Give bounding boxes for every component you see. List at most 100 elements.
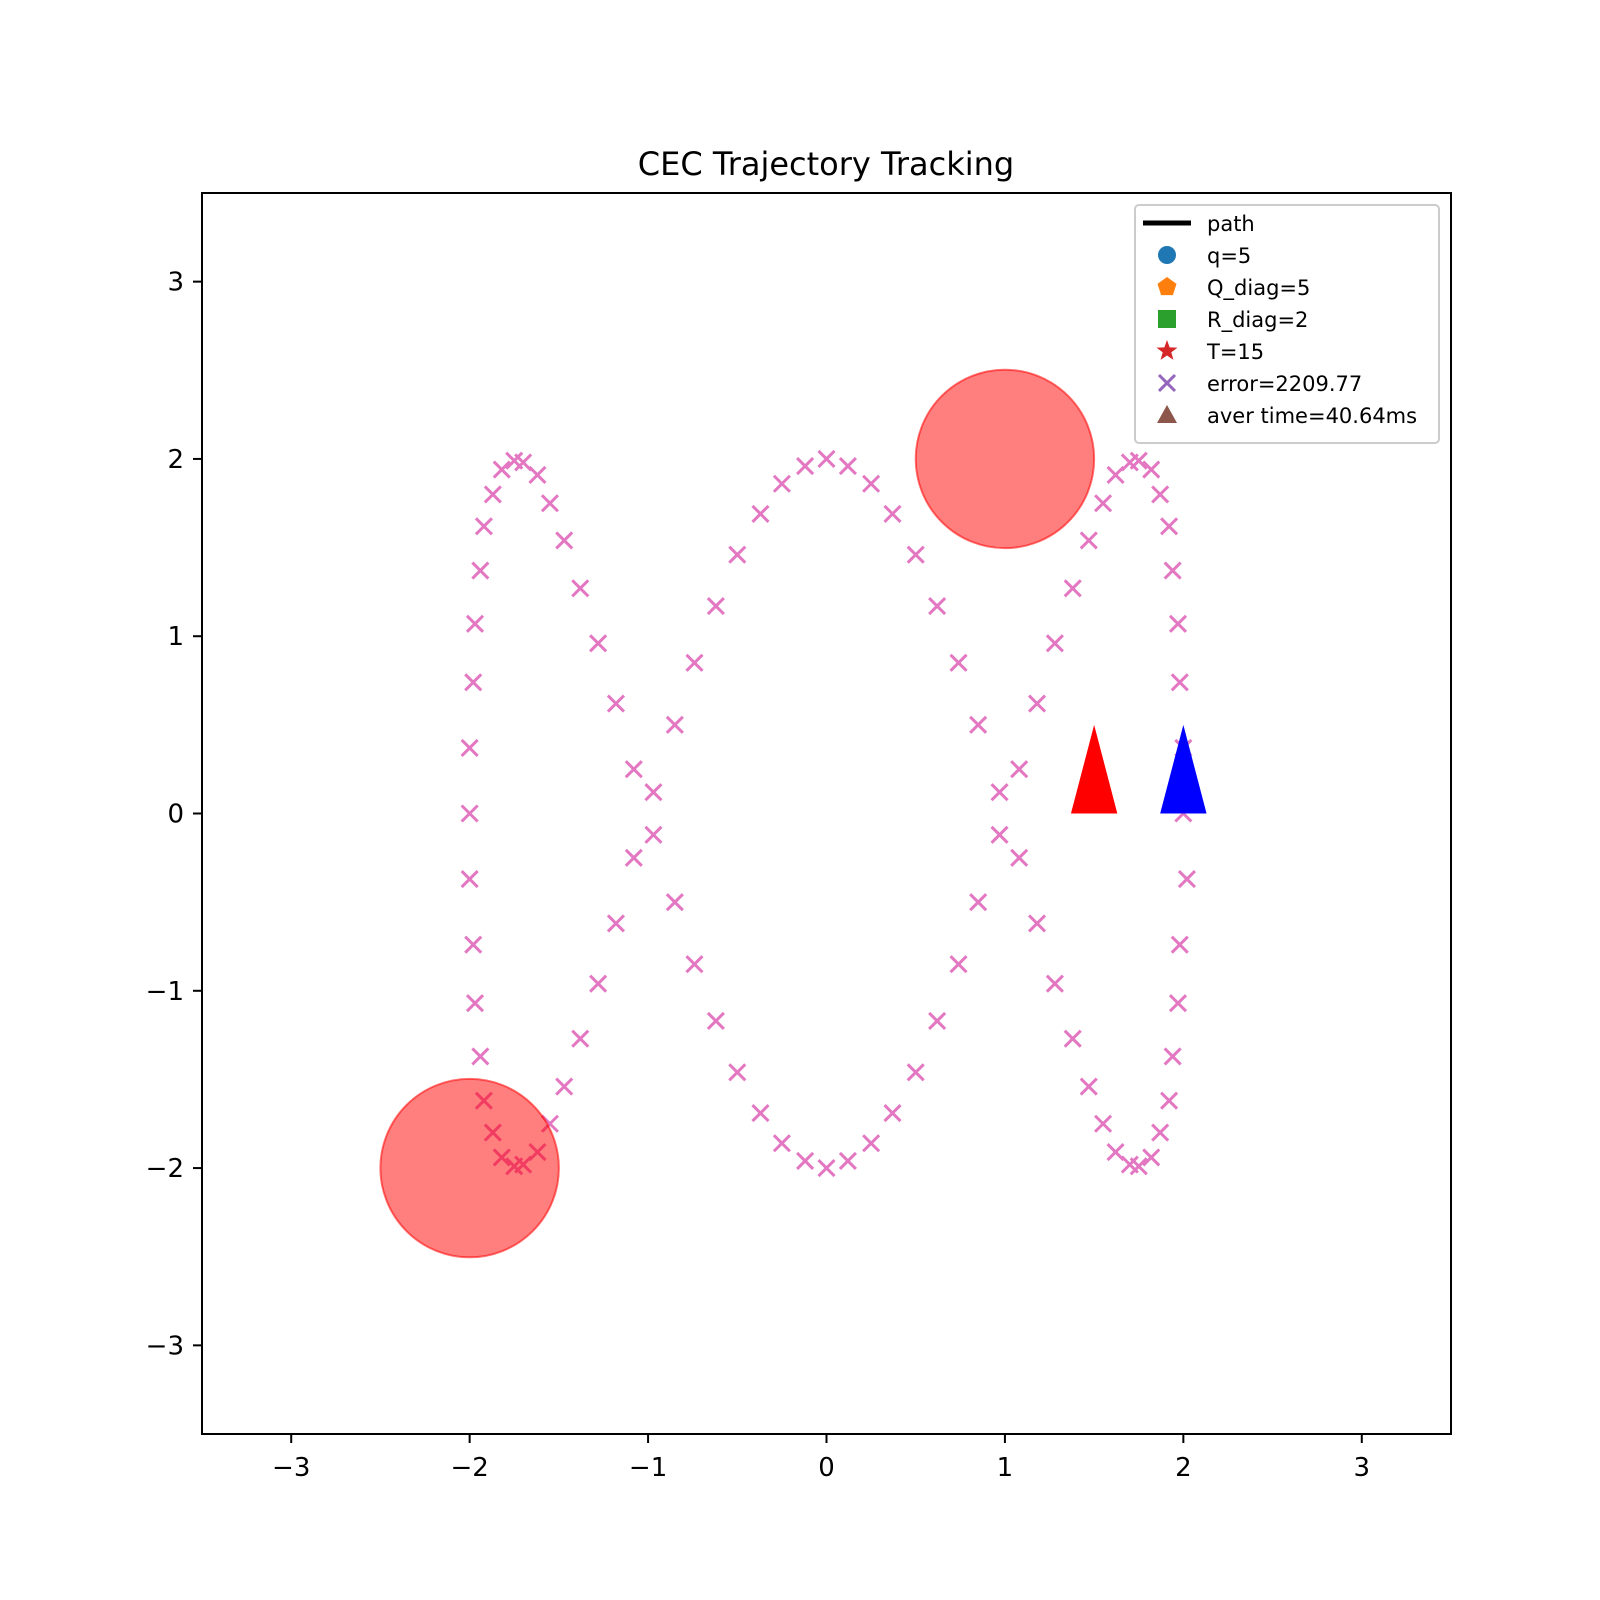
trajectory-point [644, 783, 663, 802]
trajectory-point-stroke [505, 451, 524, 470]
trajectory-point-stroke [1160, 517, 1179, 536]
legend-x-stroke [1157, 373, 1177, 393]
trajectory-point-stroke [1094, 494, 1113, 513]
y-tick-label: −3 [146, 1331, 184, 1361]
trajectory-point [906, 545, 925, 564]
trajectory-point [796, 456, 815, 476]
x-tick-label: −3 [272, 1453, 310, 1483]
y-tick-label: 3 [167, 268, 184, 298]
obstacle-circle [914, 368, 1096, 550]
trajectory-point-stroke [685, 955, 704, 974]
trajectory-point [862, 474, 881, 493]
legend-square-marker [1158, 310, 1176, 328]
trajectory-point [949, 653, 968, 672]
trajectory-point-stroke [990, 825, 1009, 844]
trajectory-point [1142, 460, 1161, 479]
trajectory-point-stroke [665, 893, 684, 912]
legend-label: R_diag=2 [1207, 308, 1308, 333]
trajectory-point [928, 1011, 947, 1030]
trajectory-point [685, 955, 704, 974]
x-tick-label: 0 [818, 1453, 835, 1483]
trajectory-point-stroke [1160, 1091, 1179, 1110]
trajectory-point-stroke [862, 474, 881, 493]
trajectory-point-stroke [1142, 460, 1161, 479]
trajectory-point [1045, 974, 1064, 993]
trajectory-point-stroke [1129, 451, 1148, 470]
trajectory-point [772, 1134, 791, 1153]
trajectory-point-stroke [1151, 485, 1170, 504]
trajectory-point-stroke [514, 453, 533, 472]
trajectory-point [464, 673, 483, 692]
trajectory-point [589, 634, 608, 653]
trajectory-point [751, 1104, 770, 1123]
trajectory-point [471, 561, 490, 580]
trajectory-point [1094, 1114, 1113, 1133]
x-tick-label: 3 [1354, 1453, 1371, 1483]
trajectory-point [862, 1134, 881, 1153]
trajectory-point-stroke [465, 614, 485, 633]
trajectory-point [1063, 579, 1082, 598]
trajectory-point-stroke [492, 460, 511, 479]
trajectory-point-stroke [728, 545, 747, 564]
trajectory-point [555, 531, 574, 550]
trajectory-point [1120, 1155, 1139, 1174]
trajectory-point-stroke [1168, 614, 1188, 633]
trajectory-point-stroke [1010, 848, 1029, 867]
legend-label: Q_diag=5 [1207, 276, 1310, 301]
trajectory-point [644, 825, 663, 844]
trajectory-point-stroke [990, 783, 1009, 802]
y-tick-label: 2 [167, 445, 184, 475]
trajectory-point-stroke [838, 1151, 857, 1171]
trajectory-point-stroke [883, 1104, 902, 1123]
trajectory-point-stroke [949, 955, 968, 974]
axes: −3 −2 −1 0 1 2 3 −3 −2 −1 0 1 2 3 [146, 192, 1452, 1483]
trajectory-point [706, 1011, 725, 1030]
trajectory-point-stroke [969, 715, 988, 734]
trajectory-point [571, 1029, 590, 1048]
trajectory-point [838, 1151, 857, 1171]
trajectory-point [1079, 1077, 1098, 1096]
trajectory-point [1160, 517, 1179, 536]
trajectory-point [728, 1063, 747, 1082]
trajectory-point [772, 474, 791, 493]
trajectory-point [817, 449, 836, 468]
trajectory-point [555, 1077, 574, 1096]
trajectory-point [1129, 451, 1148, 470]
robot-robot-triangle [1160, 724, 1207, 814]
trajectory-point-stroke [883, 504, 902, 523]
trajectory-point-stroke [665, 715, 684, 734]
trajectory-point-stroke [606, 694, 626, 713]
trajectory-point [505, 451, 524, 470]
trajectory-point [990, 783, 1009, 802]
chart-title: CEC Trajectory Tracking [638, 145, 1014, 183]
legend-box [1134, 204, 1440, 444]
trajectory-point [1177, 870, 1196, 889]
trajectory-point-stroke [1063, 1029, 1082, 1048]
trajectory-point-stroke [969, 893, 988, 912]
trajectory-point [949, 955, 968, 974]
trajectory-point [1151, 1123, 1170, 1142]
legend-label: T=15 [1206, 340, 1264, 364]
trajectory-point-stroke [528, 465, 547, 484]
trajectory-point [1106, 465, 1125, 484]
trajectory-point [665, 893, 684, 912]
trajectory-point [1045, 634, 1064, 653]
trajectory-point-stroke [589, 974, 608, 993]
trajectory-point-stroke [540, 494, 559, 513]
legend-circle-marker [1158, 246, 1176, 264]
trajectory-point [706, 597, 725, 616]
trajectory-point [883, 504, 902, 523]
trajectory-point [483, 485, 502, 504]
trajectory-point-stroke [471, 561, 490, 580]
trajectory-point-stroke [1045, 974, 1064, 993]
trajectory-point-stroke [1079, 531, 1098, 550]
legend-star-marker [1156, 340, 1178, 360]
trajectory-point-stroke [772, 1134, 791, 1153]
trajectory-point [1027, 914, 1047, 933]
trajectory-point [471, 1047, 490, 1066]
trajectory-point-stroke [906, 1063, 925, 1082]
trajectory-point-stroke [644, 783, 663, 802]
legend-triangle-marker [1157, 405, 1177, 423]
trajectory-point-stroke [1120, 1155, 1139, 1174]
legend-x-marker [1157, 373, 1177, 393]
